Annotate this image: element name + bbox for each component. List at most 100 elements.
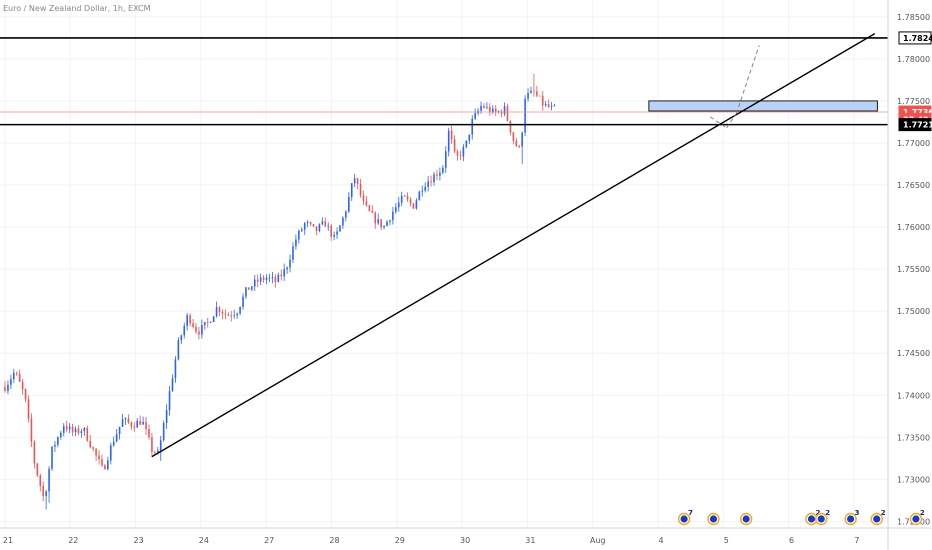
candle-body bbox=[57, 437, 59, 445]
candle-body bbox=[303, 223, 306, 230]
candles bbox=[4, 73, 556, 510]
candle-body bbox=[298, 230, 300, 240]
candle-body bbox=[80, 431, 83, 434]
price-tag-box bbox=[898, 118, 932, 132]
candle-body bbox=[192, 323, 194, 327]
candle-body bbox=[489, 106, 491, 113]
grid bbox=[0, 0, 888, 528]
candle-body bbox=[13, 372, 15, 380]
candle-body bbox=[89, 440, 92, 448]
candle-body bbox=[321, 221, 324, 225]
candle-body bbox=[230, 315, 233, 317]
candle-body bbox=[277, 274, 280, 282]
candle-body bbox=[447, 130, 450, 152]
candle-body bbox=[530, 90, 532, 93]
event-count-label: 3 bbox=[855, 509, 860, 517]
candle-body bbox=[327, 225, 330, 227]
candle-body bbox=[201, 325, 203, 335]
candle-body bbox=[218, 307, 221, 313]
candle-body bbox=[483, 105, 485, 108]
candle-body bbox=[380, 219, 382, 228]
candle-body bbox=[374, 212, 377, 224]
candle-body bbox=[127, 418, 130, 423]
price-tick-label: 1.76500 bbox=[897, 181, 930, 190]
time-axis[interactable]: 21 22 23 24 27 28 29 30 31 Aug 4 5 6 7 bbox=[0, 527, 932, 545]
candle-body bbox=[115, 434, 118, 442]
candle-body bbox=[397, 202, 400, 208]
candle-body bbox=[60, 432, 62, 438]
candle-body bbox=[236, 313, 238, 316]
candle-body bbox=[480, 105, 482, 111]
event-count-label: 2 bbox=[815, 509, 820, 517]
candle-body bbox=[515, 140, 518, 147]
candle-body bbox=[215, 307, 218, 317]
candle-body bbox=[342, 217, 344, 226]
candle-body bbox=[345, 211, 347, 218]
chart-title: Euro / New Zealand Dollar, 1h, EXCM bbox=[3, 4, 151, 13]
time-tick-label: 4 bbox=[658, 536, 663, 545]
candle-body bbox=[336, 231, 338, 235]
price-tick-label: 1.77000 bbox=[897, 139, 930, 148]
candle-body bbox=[471, 118, 474, 135]
projection-dashed-line bbox=[709, 116, 727, 129]
price-tick-label: 1.74000 bbox=[897, 391, 930, 400]
drawings bbox=[0, 33, 888, 458]
candle-body bbox=[400, 195, 403, 203]
calendar-event-dot bbox=[709, 515, 718, 523]
candle-body bbox=[204, 322, 206, 326]
price-tick-label: 1.73500 bbox=[897, 433, 930, 442]
calendar-event-dot bbox=[847, 515, 855, 523]
candle-body bbox=[312, 224, 315, 227]
candle-body bbox=[95, 448, 97, 456]
candle-body bbox=[453, 139, 456, 152]
time-tick-label: 5 bbox=[724, 536, 729, 545]
candle-body bbox=[54, 444, 56, 447]
candle-body bbox=[348, 196, 350, 212]
candle-body bbox=[283, 269, 285, 277]
candle-body bbox=[462, 147, 465, 157]
price-tick-label: 1.78500 bbox=[897, 13, 930, 22]
candle-body bbox=[4, 386, 6, 392]
ascending-trendline bbox=[151, 33, 876, 458]
price-axis[interactable]: 1.78500 1.78000 1.77500 1.77000 1.76500 1.760… bbox=[887, 0, 932, 550]
candle-body bbox=[65, 426, 68, 430]
candle-body bbox=[268, 277, 271, 279]
candle-body bbox=[371, 210, 374, 213]
candle-body bbox=[15, 372, 18, 374]
candle-body bbox=[92, 447, 94, 449]
candle-body bbox=[133, 426, 136, 428]
candle-body bbox=[139, 420, 141, 425]
calendar-event-dot bbox=[912, 515, 920, 523]
candle-body bbox=[248, 287, 250, 290]
candle-body bbox=[83, 427, 86, 432]
candle-body bbox=[151, 437, 153, 453]
candle-body bbox=[227, 314, 230, 316]
price-tick-label: 1.77500 bbox=[897, 97, 930, 106]
candle-body bbox=[142, 421, 144, 425]
candle-body bbox=[51, 446, 53, 469]
candle-body bbox=[415, 200, 418, 209]
candle-body bbox=[359, 183, 362, 196]
candle-body bbox=[536, 91, 538, 96]
price-tick-label: 1.75500 bbox=[897, 265, 930, 274]
time-tick-label: 6 bbox=[789, 536, 794, 545]
candle-body bbox=[486, 106, 488, 108]
candle-body bbox=[377, 219, 379, 224]
price-tag-label: 1.77368 bbox=[903, 108, 932, 117]
candle-body bbox=[189, 315, 191, 324]
candle-body bbox=[512, 132, 515, 141]
candle-body bbox=[68, 426, 71, 430]
candle-body bbox=[324, 221, 327, 227]
candle-body bbox=[389, 220, 391, 222]
candle-body bbox=[386, 221, 388, 227]
candle-body bbox=[118, 426, 121, 435]
candle-body bbox=[136, 420, 139, 428]
time-tick-label: 30 bbox=[460, 536, 470, 545]
candle-body bbox=[333, 234, 335, 237]
event-count-label: 2 bbox=[881, 509, 886, 517]
candle-body bbox=[403, 195, 406, 197]
candle-body bbox=[392, 211, 394, 221]
candle-body bbox=[494, 108, 497, 113]
candle-body bbox=[521, 132, 523, 147]
